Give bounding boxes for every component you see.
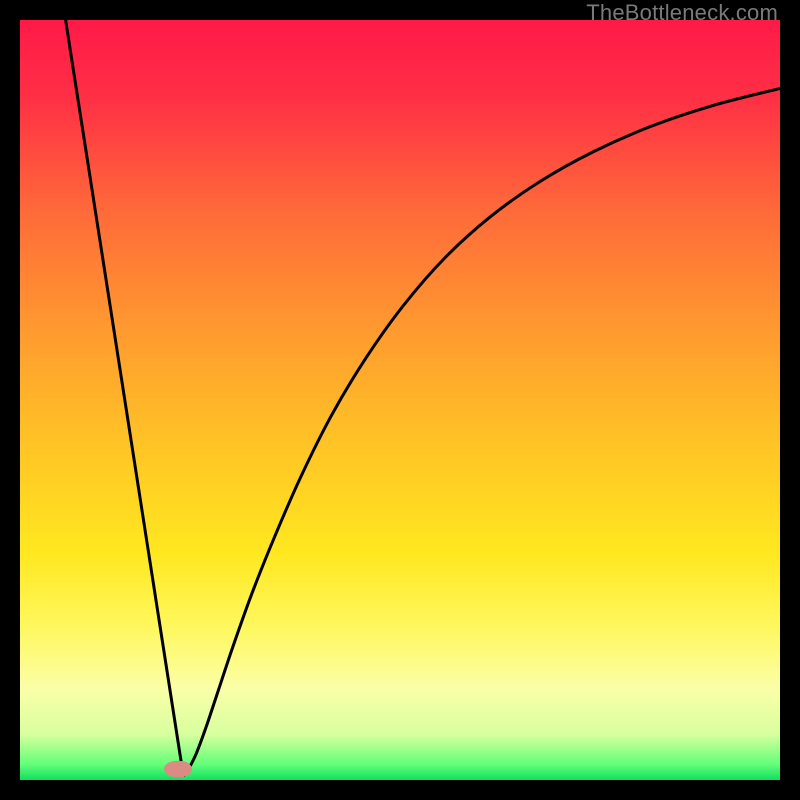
- watermark-text: TheBottleneck.com: [586, 0, 778, 26]
- gradient-background: [20, 20, 780, 780]
- min-point-marker: [164, 761, 192, 777]
- chart-container: TheBottleneck.com: [0, 0, 800, 800]
